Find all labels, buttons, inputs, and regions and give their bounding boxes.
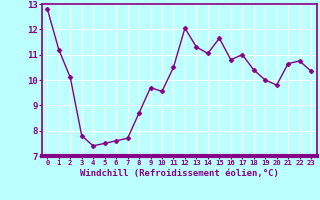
X-axis label: Windchill (Refroidissement éolien,°C): Windchill (Refroidissement éolien,°C): [80, 169, 279, 178]
